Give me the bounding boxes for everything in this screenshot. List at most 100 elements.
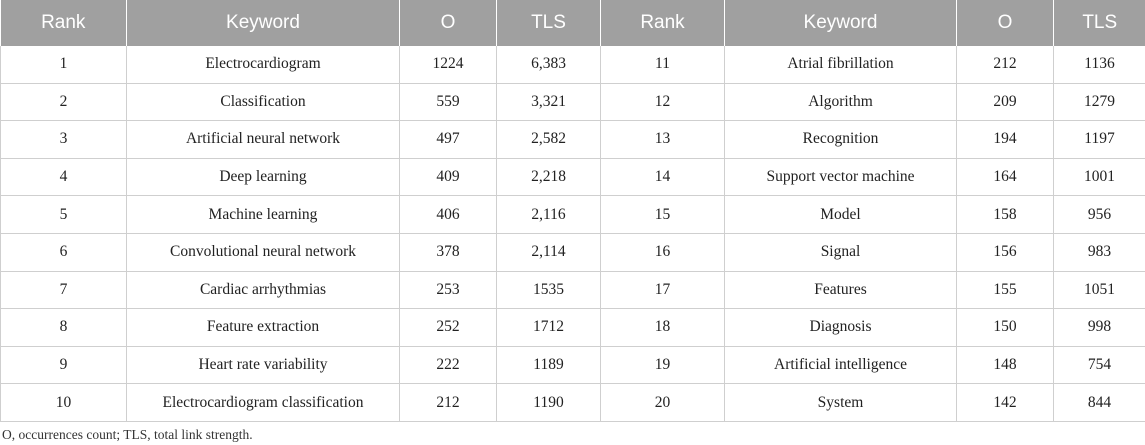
table-row: 4 Deep learning 409 2,218 14 Support vector m… [0, 158, 1145, 197]
occurrences-cell: 148 [956, 346, 1054, 385]
table-body: 1 Electrocardiogram 1224 6,383 11 Atrial fibr… [0, 46, 1145, 422]
tls-cell: 2,218 [496, 158, 601, 197]
rank-cell: 10 [0, 383, 127, 422]
occurrences-cell: 409 [399, 158, 497, 197]
rank-cell: 19 [600, 346, 725, 385]
tls-cell: 998 [1053, 308, 1145, 347]
occurrences-cell: 212 [399, 383, 497, 422]
table-row: 2 Classification 559 3,321 12 Algorithm 209 127… [0, 83, 1145, 122]
keyword-cell: Support vector machine [724, 158, 957, 197]
table-row: 3 Artificial neural network 497 2,582 13 Reco… [0, 120, 1145, 159]
tls-cell: 983 [1053, 233, 1145, 272]
occurrences-cell: 209 [956, 83, 1054, 122]
table-row: 1 Electrocardiogram 1224 6,383 11 Atrial fibr… [0, 46, 1145, 84]
header-tls: TLS [1053, 0, 1145, 46]
tls-cell: 1001 [1053, 158, 1145, 197]
occurrences-cell: 142 [956, 383, 1054, 422]
rank-cell: 15 [600, 195, 725, 234]
rank-cell: 9 [0, 346, 127, 385]
table-footnote: O, occurrences count; TLS, total link st… [2, 427, 253, 442]
rank-cell: 3 [0, 120, 127, 159]
rank-cell: 2 [0, 83, 127, 122]
rank-cell: 6 [0, 233, 127, 272]
tls-cell: 1535 [496, 271, 601, 310]
keyword-cell: Cardiac arrhythmias [126, 271, 400, 310]
keyword-cell: Features [724, 271, 957, 310]
table-row: 6 Convolutional neural network 378 2,114 16 S… [0, 233, 1145, 272]
occurrences-cell: 212 [956, 46, 1054, 84]
keyword-cell: Atrial fibrillation [724, 46, 957, 84]
table-row: 5 Machine learning 406 2,116 15 Model 158 956 [0, 195, 1145, 234]
rank-cell: 16 [600, 233, 725, 272]
rank-cell: 20 [600, 383, 725, 422]
header-row: Rank Keyword O TLS Rank Keyword O TLS [0, 0, 1145, 46]
rank-cell: 18 [600, 308, 725, 347]
occurrences-cell: 253 [399, 271, 497, 310]
keyword-cell: Electrocardiogram classification [126, 383, 400, 422]
header-tls: TLS [496, 0, 601, 46]
tls-cell: 2,116 [496, 195, 601, 234]
keyword-cell: Artificial intelligence [724, 346, 957, 385]
rank-cell: 4 [0, 158, 127, 197]
tls-cell: 1190 [496, 383, 601, 422]
keyword-cell: Diagnosis [724, 308, 957, 347]
occurrences-cell: 1224 [399, 46, 497, 84]
tls-cell: 754 [1053, 346, 1145, 385]
rank-cell: 8 [0, 308, 127, 347]
tls-cell: 1189 [496, 346, 601, 385]
tls-cell: 1051 [1053, 271, 1145, 310]
rank-cell: 5 [0, 195, 127, 234]
keyword-cell: Signal [724, 233, 957, 272]
occurrences-cell: 156 [956, 233, 1054, 272]
keyword-cell: Recognition [724, 120, 957, 159]
header-occurrences: O [956, 0, 1054, 46]
tls-cell: 1712 [496, 308, 601, 347]
tls-cell: 956 [1053, 195, 1145, 234]
occurrences-cell: 497 [399, 120, 497, 159]
occurrences-cell: 164 [956, 158, 1054, 197]
rank-cell: 12 [600, 83, 725, 122]
occurrences-cell: 406 [399, 195, 497, 234]
keyword-cell: Machine learning [126, 195, 400, 234]
header-rank: Rank [0, 0, 127, 46]
keyword-cell: Deep learning [126, 158, 400, 197]
tls-cell: 2,114 [496, 233, 601, 272]
tls-cell: 1279 [1053, 83, 1145, 122]
table-row: 9 Heart rate variability 222 1189 19 Artifici… [0, 346, 1145, 385]
occurrences-cell: 155 [956, 271, 1054, 310]
keyword-cell: Electrocardiogram [126, 46, 400, 84]
keyword-cell: Classification [126, 83, 400, 122]
keyword-cell: Feature extraction [126, 308, 400, 347]
header-keyword: Keyword [126, 0, 400, 46]
tls-cell: 1136 [1053, 46, 1145, 84]
table-row: 8 Feature extraction 252 1712 18 Diagnosis 150… [0, 308, 1145, 347]
header-keyword: Keyword [724, 0, 957, 46]
occurrences-cell: 194 [956, 120, 1054, 159]
occurrences-cell: 378 [399, 233, 497, 272]
rank-cell: 13 [600, 120, 725, 159]
keyword-cell: Convolutional neural network [126, 233, 400, 272]
keyword-cell: Artificial neural network [126, 120, 400, 159]
rank-cell: 17 [600, 271, 725, 310]
header-occurrences: O [399, 0, 497, 46]
rank-cell: 7 [0, 271, 127, 310]
header-rank: Rank [600, 0, 725, 46]
keyword-cell: Heart rate variability [126, 346, 400, 385]
tls-cell: 1197 [1053, 120, 1145, 159]
occurrences-cell: 158 [956, 195, 1054, 234]
occurrences-cell: 150 [956, 308, 1054, 347]
rank-cell: 11 [600, 46, 725, 84]
tls-cell: 844 [1053, 383, 1145, 422]
occurrences-cell: 222 [399, 346, 497, 385]
rank-cell: 1 [0, 46, 127, 84]
rank-cell: 14 [600, 158, 725, 197]
keyword-cell: Model [724, 195, 957, 234]
keyword-cell: Algorithm [724, 83, 957, 122]
occurrences-cell: 559 [399, 83, 497, 122]
table-row: 7 Cardiac arrhythmias 253 1535 17 Features 155… [0, 271, 1145, 310]
table-row: 10 Electrocardiogram classification 212 119… [0, 383, 1145, 422]
tls-cell: 6,383 [496, 46, 601, 84]
keyword-cell: System [724, 383, 957, 422]
tls-cell: 3,321 [496, 83, 601, 122]
